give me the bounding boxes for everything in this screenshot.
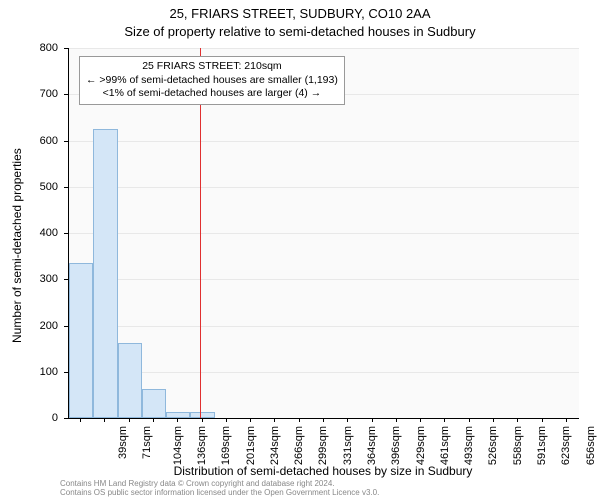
x-tick-mark (299, 418, 300, 422)
x-tick-mark (566, 418, 567, 422)
x-tick-mark (104, 418, 105, 422)
footer-attribution: Contains HM Land Registry data © Crown c… (60, 479, 379, 498)
histogram-bar (142, 389, 166, 418)
gridline (69, 372, 579, 373)
x-tick-label: 429sqm (415, 426, 427, 465)
x-tick-mark (80, 418, 81, 422)
chart-title-main: 25, FRIARS STREET, SUDBURY, CO10 2AA (0, 6, 600, 21)
x-tick-label: 299sqm (318, 426, 330, 465)
histogram-bar (69, 263, 93, 418)
gridline (69, 326, 579, 327)
x-tick-mark (517, 418, 518, 422)
y-tick-label: 0 (52, 412, 58, 424)
x-tick-label: 623sqm (560, 426, 572, 465)
x-tick-mark (469, 418, 470, 422)
x-tick-label: 234sqm (269, 426, 281, 465)
x-tick-label: 331sqm (342, 426, 354, 465)
x-tick-mark (153, 418, 154, 422)
x-tick-label: 656sqm (585, 426, 597, 465)
x-tick-mark (202, 418, 203, 422)
x-tick-label: 461sqm (439, 426, 451, 465)
y-tick-label: 100 (40, 366, 58, 378)
x-tick-mark (177, 418, 178, 422)
chart-title-sub: Size of property relative to semi-detach… (0, 24, 600, 39)
y-tick-label: 200 (40, 320, 58, 332)
x-tick-mark (250, 418, 251, 422)
x-tick-label: 364sqm (366, 426, 378, 465)
x-tick-mark (274, 418, 275, 422)
x-tick-label: 558sqm (512, 426, 524, 465)
gridline (69, 279, 579, 280)
x-tick-label: 136sqm (196, 426, 208, 465)
histogram-bar (93, 129, 117, 418)
y-tick-label: 500 (40, 181, 58, 193)
gridline (69, 48, 579, 49)
gridline (69, 141, 579, 142)
x-tick-label: 396sqm (390, 426, 402, 465)
annotation-line-3: <1% of semi-detached houses are larger (… (86, 87, 338, 101)
x-tick-mark (542, 418, 543, 422)
annotation-line-2: ← >99% of semi-detached houses are small… (86, 74, 338, 88)
x-tick-label: 104sqm (172, 426, 184, 465)
y-tick-label: 600 (40, 135, 58, 147)
histogram-chart: 25, FRIARS STREET, SUDBURY, CO10 2AA Siz… (0, 0, 600, 500)
plot-area: 25 FRIARS STREET: 210sqm ← >99% of semi-… (68, 48, 579, 419)
x-tick-label: 39sqm (117, 426, 129, 459)
gridline (69, 233, 579, 234)
x-tick-label: 169sqm (220, 426, 232, 465)
x-tick-mark (396, 418, 397, 422)
x-tick-label: 526sqm (488, 426, 500, 465)
x-tick-label: 71sqm (141, 426, 153, 459)
gridline (69, 187, 579, 188)
x-tick-mark (323, 418, 324, 422)
annotation-line-1: 25 FRIARS STREET: 210sqm (86, 60, 338, 74)
x-axis-label: Distribution of semi-detached houses by … (68, 464, 578, 478)
x-tick-label: 493sqm (463, 426, 475, 465)
y-tick-label: 800 (40, 42, 58, 54)
y-tick-label: 300 (40, 273, 58, 285)
x-tick-label: 266sqm (293, 426, 305, 465)
x-tick-mark (226, 418, 227, 422)
y-tick-label: 700 (40, 88, 58, 100)
y-tick-label: 400 (40, 227, 58, 239)
footer-line-2: Contains OS public sector information li… (60, 488, 379, 498)
x-tick-mark (129, 418, 130, 422)
annotation-box: 25 FRIARS STREET: 210sqm ← >99% of semi-… (79, 56, 345, 105)
x-tick-mark (444, 418, 445, 422)
footer-line-1: Contains HM Land Registry data © Crown c… (60, 479, 379, 489)
x-tick-mark (347, 418, 348, 422)
x-tick-label: 201sqm (245, 426, 257, 465)
y-axis-ticks: 0100200300400500600700800 (0, 48, 64, 418)
x-tick-mark (372, 418, 373, 422)
x-tick-mark (420, 418, 421, 422)
histogram-bar (118, 343, 142, 418)
x-tick-mark (493, 418, 494, 422)
x-tick-label: 591sqm (536, 426, 548, 465)
